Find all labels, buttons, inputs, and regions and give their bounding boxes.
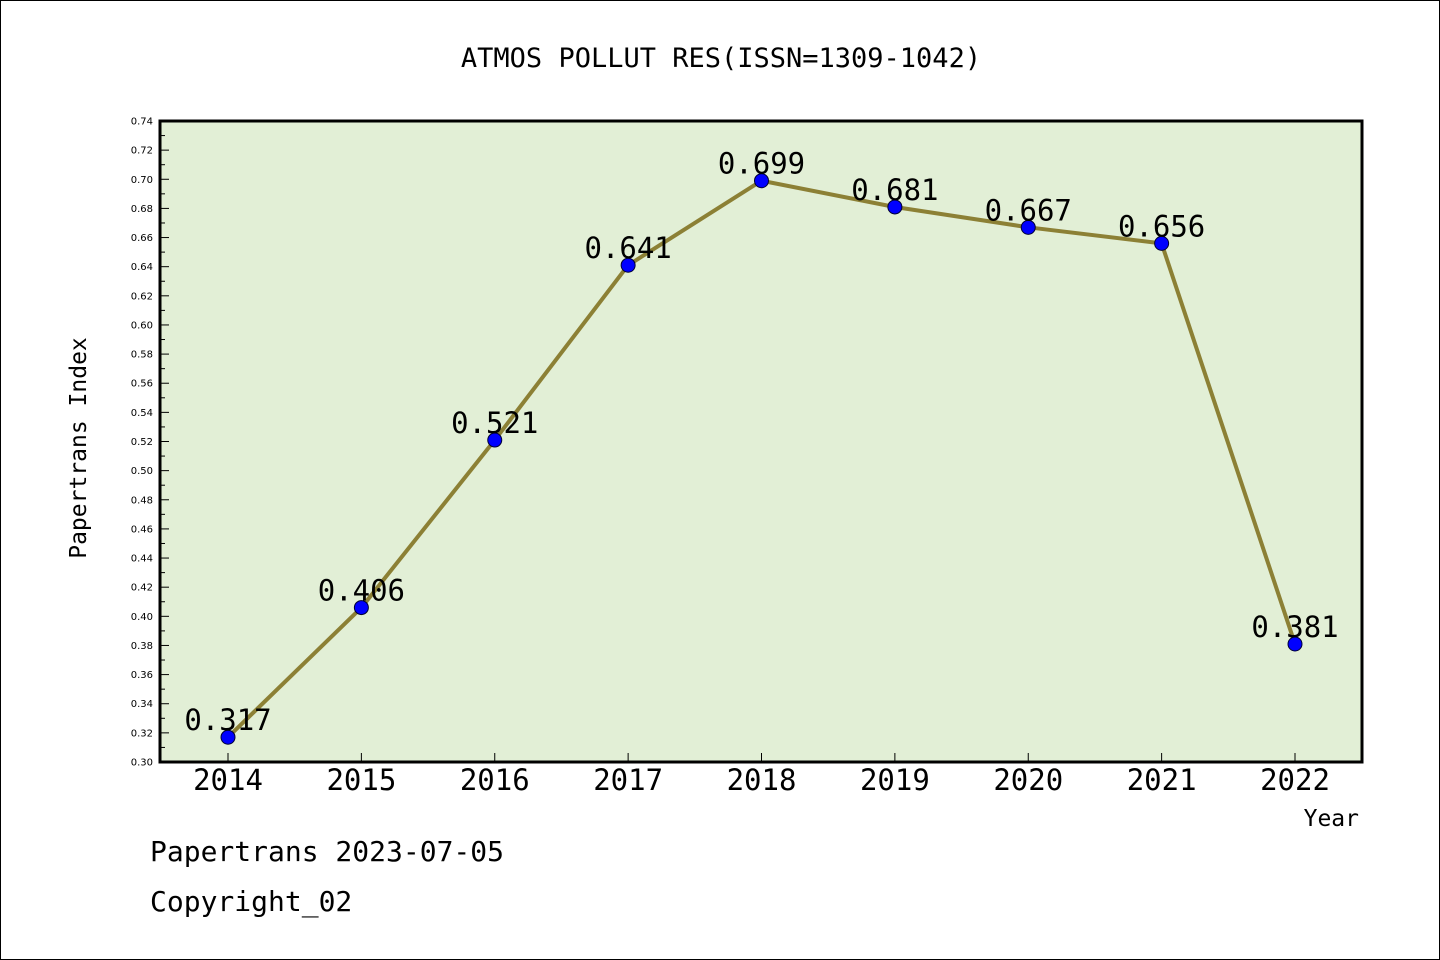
- data-label: 0.406: [318, 574, 405, 608]
- x-tick-label: 2022: [1260, 763, 1330, 797]
- y-tick-label: 0.62: [131, 291, 153, 302]
- data-label: 0.381: [1251, 610, 1338, 644]
- x-tick-label: 2014: [193, 763, 263, 797]
- data-label: 0.667: [985, 193, 1072, 227]
- data-label: 0.699: [718, 147, 805, 181]
- y-tick-label: 0.46: [131, 524, 153, 535]
- x-tick-label: 2019: [860, 763, 930, 797]
- y-tick-label: 0.72: [131, 146, 153, 157]
- x-tick-label: 2021: [1127, 763, 1197, 797]
- data-point: [620, 257, 636, 273]
- series-markers: [220, 173, 1303, 745]
- y-tick-label: 0.66: [131, 233, 153, 244]
- x-tick-label: 2017: [593, 763, 663, 797]
- y-tick-label: 0.52: [131, 437, 153, 448]
- y-tick-label: 0.68: [131, 204, 153, 215]
- y-tick-label: 0.44: [131, 554, 153, 565]
- y-tick-label: 0.74: [131, 117, 153, 128]
- chart-title: ATMOS POLLUT RES(ISSN=1309-1042): [461, 43, 981, 74]
- x-tick-label: 2016: [460, 763, 530, 797]
- y-tick-label: 0.38: [131, 641, 153, 652]
- x-axis: 2014 2015 2016 2017 2018 2019 2020 2021 2022: [193, 753, 1330, 797]
- y-tick-label: 0.48: [131, 495, 153, 506]
- x-tick-label: 2020: [993, 763, 1063, 797]
- data-point: [887, 199, 903, 215]
- y-tick-label: 0.64: [131, 262, 153, 273]
- footer-copyright: Copyright_02: [150, 885, 353, 918]
- data-point: [353, 600, 369, 616]
- y-tick-label: 0.34: [131, 699, 153, 710]
- data-label: 0.521: [451, 406, 538, 440]
- x-tick-label: 2015: [326, 763, 396, 797]
- x-tick-label: 2018: [727, 763, 797, 797]
- y-tick-label: 0.50: [131, 466, 153, 477]
- y-tick-label: 0.56: [131, 379, 153, 390]
- data-point: [220, 729, 236, 745]
- footer-date: Papertrans 2023-07-05: [150, 835, 505, 868]
- y-tick-label: 0.32: [131, 728, 153, 739]
- y-axis: 0.30 0.32 0.34 0.36 0.38 0.40 0.42 0.44 0.46 0.48…: [131, 117, 169, 769]
- plot-area: [158, 119, 1364, 764]
- x-axis-label: Year: [1304, 806, 1359, 832]
- y-tick-label: 0.30: [131, 758, 153, 769]
- data-label: 0.656: [1118, 209, 1205, 243]
- y-tick-label: 0.70: [131, 175, 153, 186]
- data-point: [1287, 636, 1303, 652]
- data-point: [1154, 235, 1170, 251]
- data-label: 0.641: [584, 231, 671, 265]
- data-point: [1020, 219, 1036, 235]
- y-tick-label: 0.36: [131, 670, 153, 681]
- y-tick-label: 0.58: [131, 350, 153, 361]
- y-tick-label: 0.42: [131, 583, 153, 594]
- y-axis-label: Papertrans Index: [66, 337, 92, 559]
- data-label: 0.681: [851, 173, 938, 207]
- data-point: [754, 173, 769, 189]
- y-tick-label: 0.60: [131, 320, 153, 331]
- y-tick-label: 0.54: [131, 408, 153, 419]
- data-labels: 0.317 0.406 0.521 0.641 0.699 0.681 0.667 0.656…: [184, 147, 1338, 738]
- data-label: 0.317: [184, 703, 271, 737]
- y-tick-label: 0.40: [131, 612, 153, 623]
- data-point: [487, 432, 503, 448]
